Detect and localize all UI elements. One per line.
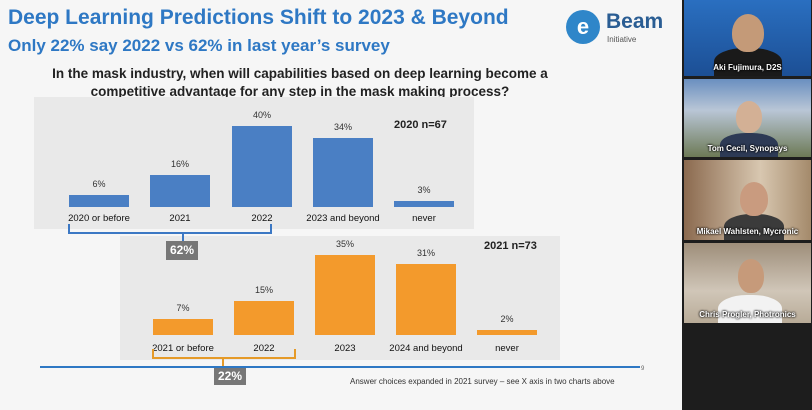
- bar-value-label: 31%: [416, 248, 435, 258]
- bracket-2020: [68, 224, 272, 234]
- bar-value-label: 3%: [417, 185, 431, 195]
- bracket-2021-stem: [222, 359, 224, 367]
- x-tick-label: 2024 and beyond: [389, 343, 463, 354]
- ebeam-logo-name: Beam: [606, 10, 664, 33]
- bar-value-label: 15%: [254, 285, 273, 295]
- participant-tile-2[interactable]: Tom Cecil, Synopsys: [684, 79, 811, 157]
- participant-name: Chris Progler, Photronics: [699, 310, 796, 319]
- participant-tile-1[interactable]: Aki Fujimura, D2S: [684, 0, 811, 76]
- survey-question: In the mask industry, when will capabili…: [52, 66, 548, 99]
- bracket-2020-stem: [182, 234, 184, 242]
- ebeam-logo-tagline: Initiative: [607, 35, 637, 44]
- bar: [394, 201, 454, 207]
- bar-value-label: 16%: [170, 159, 189, 169]
- slide-title: Deep Learning Predictions Shift to 2023 …: [8, 6, 509, 29]
- bar: [150, 175, 210, 207]
- slide-subtitle: Only 22% say 2022 vs 62% in last year’s …: [8, 36, 390, 55]
- participant-video-panel: Aki Fujimura, D2S Tom Cecil, Synopsys Mi…: [682, 0, 812, 410]
- bar: [69, 195, 129, 207]
- bar-value-label: 7%: [176, 303, 190, 313]
- bracket-2021: [152, 349, 296, 359]
- bracket-2021-label: 22%: [214, 367, 246, 385]
- x-tick-label: never: [495, 343, 519, 354]
- participant-tile-4[interactable]: Chris Progler, Photronics: [684, 243, 811, 323]
- bar: [315, 255, 375, 335]
- participant-face: [740, 182, 768, 216]
- ebeam-logo: e Beam Initiative: [566, 10, 681, 48]
- bottom-rule: [40, 366, 640, 368]
- ebeam-logo-mark: e: [566, 10, 600, 44]
- x-tick-label: 2023 and beyond: [306, 213, 380, 224]
- bar-value-label: 2%: [500, 314, 514, 324]
- participant-tile-3[interactable]: Mikael Wahlsten, Mycronic: [684, 160, 811, 240]
- bar-value-label: 34%: [333, 122, 352, 132]
- bar: [313, 138, 373, 207]
- chart-2021: 2021 n=73 7% 2021 or before 15% 2022 35% 2023…: [120, 236, 560, 360]
- presentation-slide: Deep Learning Predictions Shift to 2023 …: [0, 0, 682, 410]
- x-tick-label: 2023: [334, 343, 356, 354]
- bar-value-label: 6%: [92, 179, 106, 189]
- bracket-2020-label: 62%: [166, 241, 198, 260]
- bar: [232, 126, 292, 207]
- x-tick-label: 2022: [251, 213, 273, 224]
- chart-2020: 2020 n=67 6% 2020 or before 16% 2021 40% 2022…: [34, 97, 474, 229]
- bar: [396, 264, 456, 335]
- participant-silhouette: [718, 295, 782, 323]
- bar-value-label: 35%: [335, 239, 354, 249]
- x-tick-label: 2021: [169, 213, 191, 224]
- participant-name: Aki Fujimura, D2S: [713, 63, 782, 72]
- bar: [477, 330, 537, 335]
- x-tick-label: never: [412, 213, 436, 224]
- participant-silhouette: [720, 133, 778, 157]
- chart-2020-title: 2020 n=67: [394, 119, 447, 131]
- x-tick-label: 2021 or before: [152, 343, 214, 354]
- participant-silhouette: [724, 214, 784, 240]
- x-tick-label: 2020 or before: [68, 213, 130, 224]
- participant-silhouette: [714, 48, 782, 76]
- participant-face: [736, 101, 762, 133]
- participant-name: Mikael Wahlsten, Mycronic: [696, 227, 799, 236]
- bar: [234, 301, 294, 335]
- bar-value-label: 40%: [252, 110, 271, 120]
- page-number: 9: [641, 366, 645, 372]
- participant-name: Tom Cecil, Synopsys: [707, 144, 788, 153]
- participant-face: [738, 259, 764, 293]
- participant-face: [732, 14, 764, 52]
- chart-2021-title: 2021 n=73: [484, 240, 537, 252]
- x-tick-label: 2022: [253, 343, 275, 354]
- footnote: Answer choices expanded in 2021 survey –…: [350, 377, 615, 386]
- bar: [153, 319, 213, 335]
